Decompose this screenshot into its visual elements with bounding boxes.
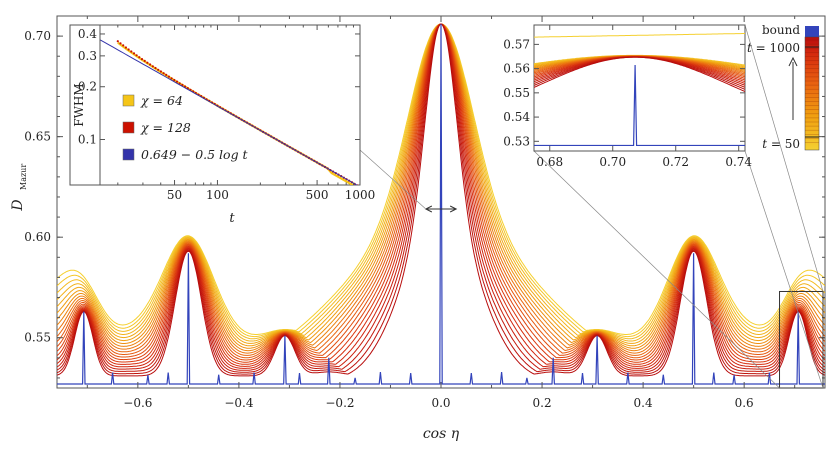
legend-label: χ = 128 <box>140 120 191 135</box>
zoom-inset-ticks: 0.68 0.70 0.72 0.74 0.53 0.54 0.55 0.56 0.57 <box>503 25 752 169</box>
fwhm-y-tick-label: 0.3 <box>78 49 97 63</box>
fwhm-y-tick-label: 0.4 <box>78 27 97 41</box>
svg-text:Mazur: Mazur <box>19 164 28 190</box>
zoom-x-tick-label: 0.70 <box>599 155 626 169</box>
main-x-tick-label: 0.6 <box>735 396 754 410</box>
main-y-tick-label: 0.70 <box>24 29 51 43</box>
main-axis-ticks: −0.6 −0.4 −0.2 0.0 0.2 0.4 0.6 0.55 0.60 0.65 0.70 <box>24 16 825 410</box>
zoom-inset-plot <box>534 33 745 147</box>
zoom-series-line <box>534 56 745 93</box>
fit-line <box>99 39 358 185</box>
colorbar-upper-label: t = 1000 <box>747 41 800 55</box>
main-x-tick-label: 0.4 <box>634 396 653 410</box>
main-x-tick-label: −0.6 <box>123 396 152 410</box>
fwhm-y-tick-label: 0.1 <box>78 132 97 146</box>
svg-text:D: D <box>10 199 26 211</box>
zoom-y-tick-label: 0.56 <box>503 62 530 76</box>
legend-swatch <box>122 94 135 107</box>
zoom-bound-line <box>534 64 745 147</box>
bound-line <box>57 23 825 385</box>
fwhm-arrow <box>359 149 458 213</box>
zoom-inset-frame <box>533 24 746 152</box>
main-x-tick-label: −0.2 <box>325 396 354 410</box>
colorbar: bound t = 1000 t = 50 <box>747 23 820 151</box>
colorbar-lower-label: t = 50 <box>762 137 800 151</box>
zoom-x-tick-label: 0.72 <box>662 155 689 169</box>
legend-label: χ = 64 <box>140 93 183 108</box>
main-bound-curve <box>57 23 825 385</box>
fwhm-inset-xlabel: t <box>229 211 235 226</box>
main-x-tick-label: 0.2 <box>533 396 552 410</box>
colorbar-bound-swatch <box>805 26 819 37</box>
main-x-tick-label: −0.4 <box>224 396 254 410</box>
legend-label: 0.649 − 0.5 log t <box>141 147 249 162</box>
main-ylabel: D Mazur <box>10 164 28 212</box>
main-y-tick-label: 0.65 <box>24 130 51 144</box>
zoom-x-tick-label: 0.68 <box>536 155 563 169</box>
zoom-y-tick-label: 0.54 <box>503 110 530 124</box>
fwhm-y-tick-label: 0.2 <box>78 80 97 94</box>
zoom-y-tick-label: 0.53 <box>503 134 530 148</box>
main-xlabel: cos η <box>423 426 460 442</box>
colorbar-gradient <box>804 36 820 151</box>
main-y-tick-label: 0.55 <box>24 331 51 345</box>
main-x-tick-label: 0.0 <box>431 396 450 410</box>
zoom-x-tick-label: 0.74 <box>725 155 752 169</box>
fwhm-inset-ylabel: FWHM <box>72 83 86 126</box>
legend-swatch <box>122 121 135 134</box>
fwhm-x-tick-label: 100 <box>206 188 229 202</box>
colorbar-top-label: bound <box>762 23 800 37</box>
fwhm-inset-legend: χ = 64 χ = 128 0.649 − 0.5 log t <box>122 93 249 162</box>
legend-swatch <box>122 148 135 161</box>
colorbar-stripes <box>805 39 819 143</box>
fwhm-x-tick-label: 50 <box>167 188 182 202</box>
fwhm-x-tick-label: 1000 <box>345 188 376 202</box>
zoom-series-line <box>534 33 745 38</box>
fwhm-inset-plot <box>99 39 359 185</box>
main-y-tick-label: 0.60 <box>24 230 51 244</box>
fwhm-x-tick-label: 500 <box>306 188 329 202</box>
zoom-indicator <box>533 24 824 389</box>
fwhm-inset-ticks: 50 100 500 1000 0.4 0.3 0.2 0.1 <box>78 25 375 202</box>
zoom-y-tick-label: 0.55 <box>503 86 530 100</box>
colorbar-arrow <box>788 56 798 120</box>
zoom-y-tick-label: 0.57 <box>503 37 530 51</box>
